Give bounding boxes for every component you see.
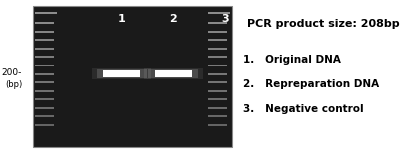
Bar [35, 65, 54, 66]
Bar [208, 90, 227, 92]
FancyBboxPatch shape [103, 70, 140, 77]
Bar [208, 81, 227, 83]
Bar [208, 115, 227, 117]
FancyBboxPatch shape [97, 69, 147, 78]
Text: 1.   Original DNA: 1. Original DNA [243, 55, 341, 65]
FancyBboxPatch shape [33, 6, 232, 147]
Bar [35, 90, 54, 92]
Bar [208, 98, 227, 100]
FancyBboxPatch shape [148, 69, 199, 78]
Bar [208, 39, 227, 41]
Bar [208, 48, 227, 49]
Bar [35, 115, 54, 117]
Text: 2: 2 [169, 14, 177, 24]
Bar [208, 56, 227, 58]
Bar [35, 39, 54, 41]
FancyBboxPatch shape [92, 68, 151, 79]
Bar [35, 56, 54, 58]
Text: 3: 3 [221, 14, 229, 24]
Text: PCR product size: 208bp: PCR product size: 208bp [247, 19, 400, 29]
Bar [208, 31, 227, 33]
Bar [208, 107, 227, 109]
FancyBboxPatch shape [155, 70, 192, 77]
Bar [35, 73, 54, 75]
FancyBboxPatch shape [144, 68, 203, 79]
Bar [208, 124, 227, 126]
Bar [208, 22, 227, 24]
Text: 1: 1 [118, 14, 125, 24]
Bar [35, 81, 54, 83]
Bar [35, 12, 57, 14]
Bar [35, 124, 54, 126]
Bar [208, 73, 227, 75]
Bar [208, 12, 230, 14]
Text: (bp): (bp) [5, 80, 22, 89]
Bar [35, 48, 54, 49]
Text: 200-: 200- [2, 68, 22, 77]
Bar [35, 22, 54, 24]
Bar [35, 98, 54, 100]
Text: 3.   Negative control: 3. Negative control [243, 104, 364, 114]
Bar [35, 107, 54, 109]
Bar [35, 31, 54, 33]
Bar [208, 65, 227, 66]
Text: 2.   Repreparation DNA: 2. Repreparation DNA [243, 79, 380, 89]
